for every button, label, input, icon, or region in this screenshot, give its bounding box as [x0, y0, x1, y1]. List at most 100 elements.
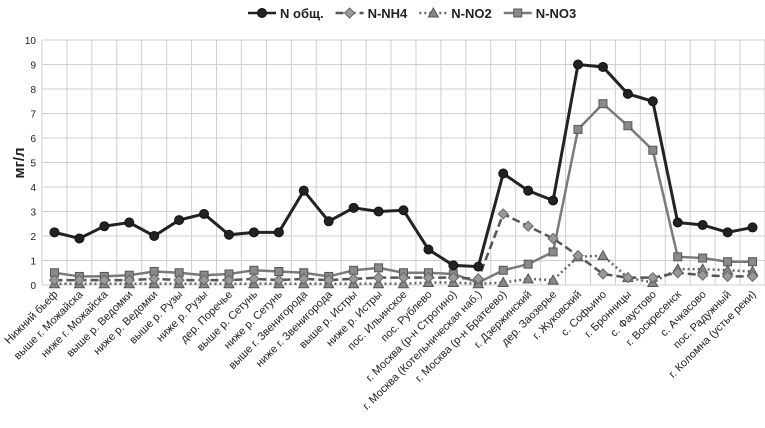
legend-marker: [257, 8, 267, 18]
y-tick-label: 3: [30, 208, 36, 219]
data-point: [522, 272, 535, 284]
data-point: [572, 249, 584, 262]
data-point: [323, 216, 334, 227]
series-line: [54, 254, 753, 286]
data-point: [423, 244, 434, 255]
series-line: [54, 101, 753, 284]
y-tick-label: 1: [30, 257, 36, 268]
data-point: [647, 96, 658, 107]
legend: N общ. N-NH4 N-NO2 N-NO3: [248, 6, 576, 21]
series-n-no3: [49, 99, 758, 288]
data-point: [547, 232, 559, 245]
data-point: [398, 205, 409, 216]
data-point: [347, 273, 360, 285]
data-point: [422, 271, 435, 284]
data-point: [273, 227, 284, 238]
y-axis-label: мг/л: [11, 147, 28, 178]
data-point: [173, 274, 185, 286]
data-point: [498, 265, 508, 275]
data-point: [123, 274, 135, 286]
data-point: [573, 124, 583, 134]
series-n-nh4: [48, 208, 759, 286]
data-point: [673, 252, 683, 262]
data-point: [597, 268, 609, 280]
data-point: [472, 273, 485, 285]
data-point: [98, 274, 111, 286]
data-point: [74, 233, 85, 244]
legend-marker: [513, 8, 523, 18]
data-point: [747, 222, 758, 233]
series-group: [48, 59, 759, 289]
y-tick-label: 8: [30, 85, 36, 96]
data-point: [298, 185, 309, 196]
data-point: [647, 271, 659, 284]
data-point: [273, 274, 285, 286]
data-point: [746, 270, 759, 283]
y-tick-label: 2: [30, 232, 36, 243]
data-point: [198, 274, 210, 286]
data-point: [748, 257, 758, 267]
data-point: [696, 269, 709, 281]
data-point: [148, 273, 160, 285]
data-point: [223, 274, 235, 286]
legend-label: N-NO3: [536, 6, 576, 21]
series-n-: [49, 59, 758, 272]
data-point: [622, 271, 634, 284]
y-tick-label: 10: [25, 36, 37, 47]
data-point: [322, 274, 335, 286]
data-point: [374, 263, 384, 273]
y-axis: 0 1 2 3 4 5 6 7 8 9 10: [25, 36, 37, 292]
data-point: [48, 274, 61, 286]
data-point: [548, 247, 558, 257]
grid: [41, 39, 765, 286]
data-point: [174, 215, 185, 226]
data-point: [447, 271, 460, 284]
data-point: [397, 271, 410, 284]
data-point: [722, 227, 733, 238]
data-point: [497, 208, 509, 220]
legend-marker: [343, 7, 356, 19]
legend-marker: [427, 6, 440, 18]
y-tick-label: 7: [30, 110, 36, 121]
data-point: [697, 219, 708, 230]
data-point: [298, 273, 310, 285]
data-point: [73, 274, 86, 286]
data-point: [248, 227, 259, 238]
data-point: [523, 259, 533, 269]
y-tick-label: 5: [30, 159, 36, 170]
data-point: [348, 202, 359, 213]
data-point: [623, 121, 633, 131]
data-point: [672, 267, 684, 279]
data-point: [473, 261, 484, 272]
data-point: [349, 265, 359, 275]
y-tick-label: 0: [30, 281, 36, 292]
data-point: [248, 273, 260, 285]
y-tick-label: 6: [30, 134, 36, 145]
data-point: [622, 88, 633, 99]
data-point: [648, 145, 658, 155]
data-point: [124, 217, 135, 228]
data-point: [573, 59, 584, 70]
data-point: [99, 221, 110, 232]
data-point: [598, 99, 608, 109]
data-point: [223, 229, 234, 240]
data-point: [522, 220, 534, 232]
data-point: [372, 271, 385, 284]
data-point: [548, 195, 559, 206]
data-point: [597, 249, 609, 261]
legend-label: N-NH4: [368, 6, 408, 21]
data-point: [597, 61, 608, 72]
data-point: [249, 265, 259, 275]
data-point: [523, 185, 534, 196]
data-point: [274, 267, 284, 277]
legend-label: N общ.: [280, 6, 324, 21]
data-point: [448, 260, 459, 271]
data-point: [373, 206, 384, 217]
y-tick-label: 4: [30, 183, 36, 194]
y-tick-label: 9: [30, 61, 36, 72]
data-point: [698, 253, 708, 263]
data-point: [721, 270, 734, 283]
data-point: [497, 276, 510, 288]
